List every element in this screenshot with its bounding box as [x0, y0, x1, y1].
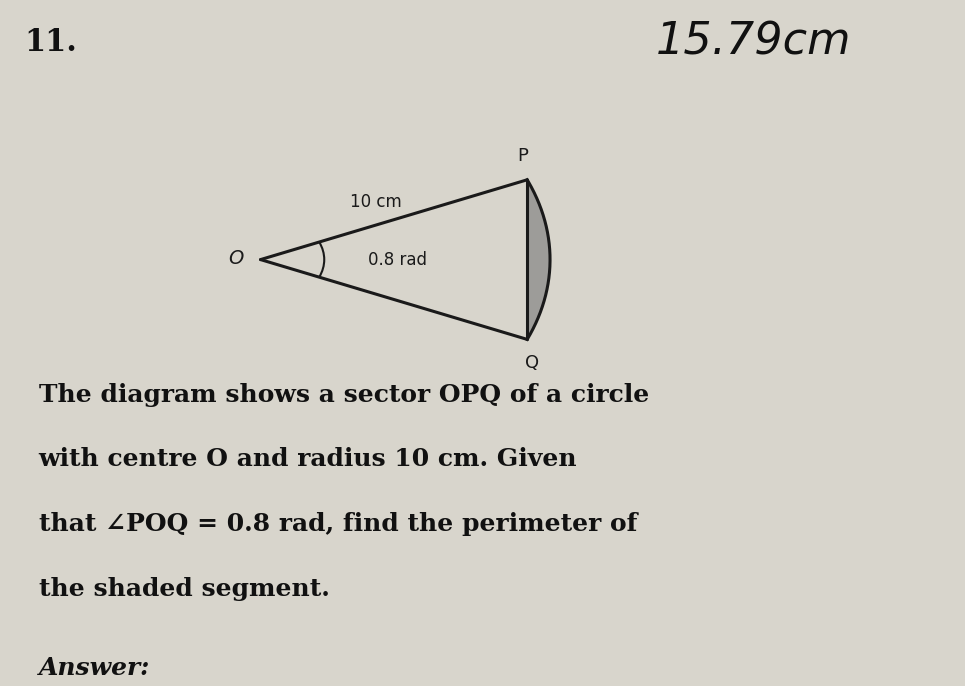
Text: The diagram shows a sector OPQ of a circle: The diagram shows a sector OPQ of a circ…	[39, 383, 648, 407]
Text: 0.8 rad: 0.8 rad	[368, 250, 427, 269]
Text: Q: Q	[525, 355, 539, 372]
Polygon shape	[527, 180, 550, 340]
Text: with centre O and radius 10 cm. Given: with centre O and radius 10 cm. Given	[39, 447, 577, 471]
Text: O: O	[228, 249, 243, 268]
Text: that ∠POQ = 0.8 rad, find the perimeter of: that ∠POQ = 0.8 rad, find the perimeter …	[39, 512, 637, 536]
Text: 15.79cm: 15.79cm	[656, 21, 852, 64]
Text: P: P	[517, 147, 528, 165]
Text: 10 cm: 10 cm	[350, 193, 401, 211]
Text: the shaded segment.: the shaded segment.	[39, 577, 329, 601]
Text: 11.: 11.	[24, 27, 77, 58]
Text: Answer:: Answer:	[39, 656, 150, 680]
